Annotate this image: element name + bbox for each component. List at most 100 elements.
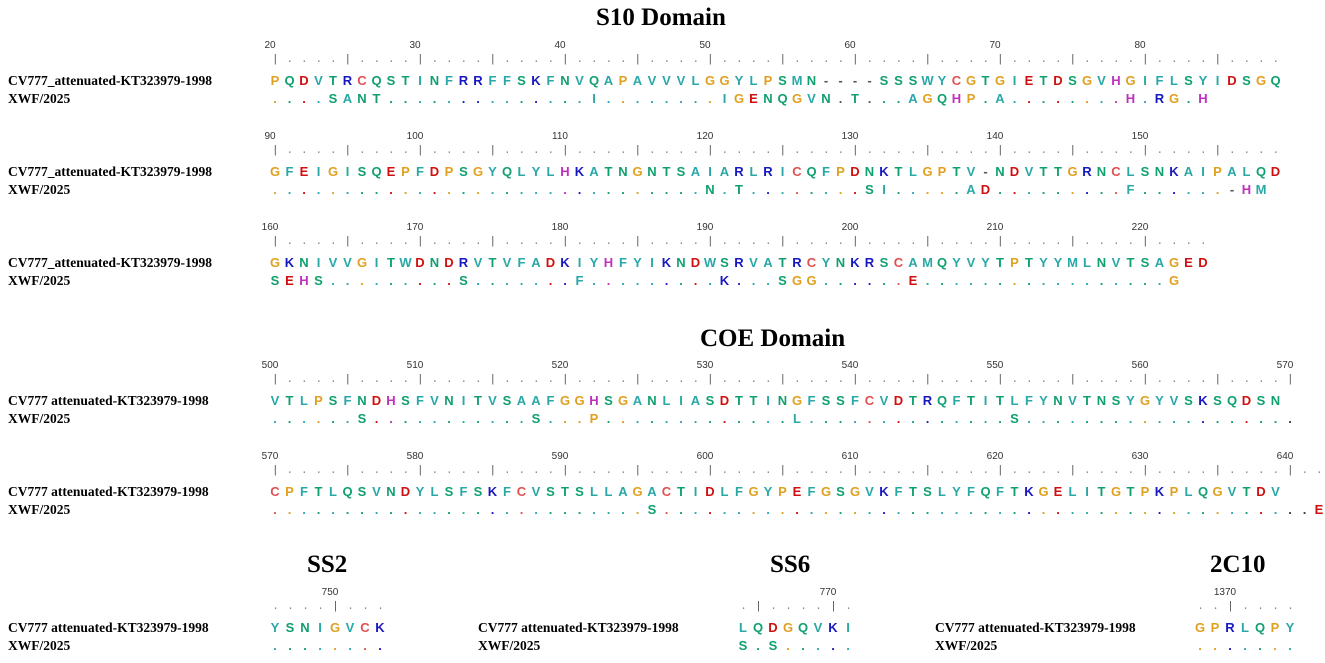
- residue: C: [516, 484, 527, 499]
- ruler-tick: .: [1199, 236, 1207, 248]
- residue: D: [415, 255, 425, 270]
- residue: T: [561, 484, 569, 499]
- ruler-number: 40: [554, 40, 566, 51]
- identity-dot: .: [983, 411, 988, 426]
- ruler-tick: .: [1228, 54, 1236, 66]
- ruler-tick: .: [909, 374, 917, 386]
- ruler-tick: .: [982, 145, 990, 157]
- identity-dot: .: [911, 182, 915, 197]
- identity-dot: .: [1041, 91, 1046, 106]
- residue: A: [603, 73, 614, 88]
- ruler-tick: .: [764, 465, 772, 477]
- residue: E: [1314, 502, 1324, 517]
- ruler-tick: .: [1170, 145, 1178, 157]
- ruler-tick: .: [605, 374, 613, 386]
- residue: H: [386, 393, 396, 408]
- identity-dot: .: [867, 91, 872, 106]
- residue: L: [604, 484, 613, 499]
- ruler-tick: .: [967, 54, 975, 66]
- residue: I: [316, 255, 321, 270]
- identity-dot: .: [766, 182, 770, 197]
- residue: L: [662, 393, 671, 408]
- residue: S: [1213, 393, 1222, 408]
- residue: F: [416, 164, 424, 179]
- ruler-tick: .: [1098, 236, 1106, 248]
- identity-dot: .: [809, 182, 814, 197]
- ruler-tick: |: [1141, 145, 1149, 157]
- ruler-tick: .: [953, 236, 961, 248]
- residue: S: [1184, 393, 1193, 408]
- residue: A: [763, 255, 773, 270]
- residue: L: [329, 484, 337, 499]
- ruler-tick: .: [503, 54, 511, 66]
- residue: I: [418, 73, 422, 88]
- identity-dot: .: [476, 91, 480, 106]
- identity-dot: .: [1056, 91, 1060, 106]
- identity-dot: .: [867, 502, 872, 517]
- ruler-tick: .: [1185, 465, 1193, 477]
- ruler-tick: .: [808, 465, 816, 477]
- residue: I: [592, 91, 596, 106]
- identity-dot: .: [303, 638, 307, 653]
- ruler-tick: .: [286, 465, 294, 477]
- ruler-tick: .: [735, 54, 743, 66]
- ruler-tick: .: [735, 145, 743, 157]
- ruler-tick: .: [286, 374, 294, 386]
- residue: N: [618, 164, 628, 179]
- identity-dot: .: [374, 182, 379, 197]
- residue: S: [720, 255, 729, 270]
- ruler-tick: |: [344, 145, 352, 157]
- ruler-tick: .: [1287, 601, 1294, 613]
- identity-dot: .: [1215, 411, 1220, 426]
- ruler-tick: .: [1112, 465, 1120, 477]
- residue: D: [299, 73, 309, 88]
- ruler-tick: .: [431, 465, 439, 477]
- ruler-tick: .: [793, 54, 801, 66]
- residue: G: [704, 73, 716, 88]
- residue: S: [778, 273, 787, 288]
- residue: L: [430, 484, 439, 499]
- ruler-tick: .: [721, 236, 729, 248]
- ruler-tick: .: [740, 601, 747, 613]
- residue: I: [1215, 73, 1220, 88]
- ruler-tick: |: [489, 236, 497, 248]
- ruler-tick: .: [474, 465, 482, 477]
- identity-dot: .: [316, 502, 321, 517]
- residue: M: [922, 255, 933, 270]
- ruler-tick: |: [851, 465, 859, 477]
- residue: L: [909, 164, 917, 179]
- ruler-tick: .: [373, 374, 381, 386]
- identity-dot: .: [780, 411, 785, 426]
- residue: E: [1184, 255, 1193, 270]
- sequence-label: CV777_attenuated-KT323979-1998: [8, 255, 212, 270]
- ruler-tick: .: [822, 374, 830, 386]
- ruler-tick: .: [300, 236, 308, 248]
- residue: N: [777, 393, 788, 408]
- residue: C: [270, 484, 280, 499]
- ruler-tick: |: [271, 465, 279, 477]
- residue: D: [705, 484, 715, 499]
- ruler-tick: .: [402, 145, 410, 157]
- ruler-tick: |: [1141, 236, 1149, 248]
- ruler-tick: .: [764, 236, 772, 248]
- identity-dot: .: [664, 273, 669, 288]
- residue: G: [472, 164, 484, 179]
- identity-dot: .: [519, 411, 524, 426]
- residue: G: [1168, 91, 1180, 106]
- identity-dot: .: [1288, 411, 1292, 426]
- residue: Y: [531, 164, 541, 179]
- ruler-tick: .: [866, 145, 874, 157]
- ruler-number: 80: [1134, 40, 1146, 51]
- residue: K: [284, 255, 295, 270]
- ruler-number: 570: [1276, 360, 1294, 371]
- ruler-tick: .: [764, 374, 772, 386]
- residue: L: [749, 73, 758, 88]
- ruler-tick: |: [634, 236, 642, 248]
- ruler-number: 640: [1276, 451, 1294, 462]
- ruler-number: 70: [989, 40, 1001, 51]
- identity-dot: .: [360, 502, 364, 517]
- identity-dot: .: [432, 273, 437, 288]
- ruler-tick: .: [590, 465, 598, 477]
- identity-dot: .: [650, 182, 654, 197]
- ruler-tick: .: [692, 374, 700, 386]
